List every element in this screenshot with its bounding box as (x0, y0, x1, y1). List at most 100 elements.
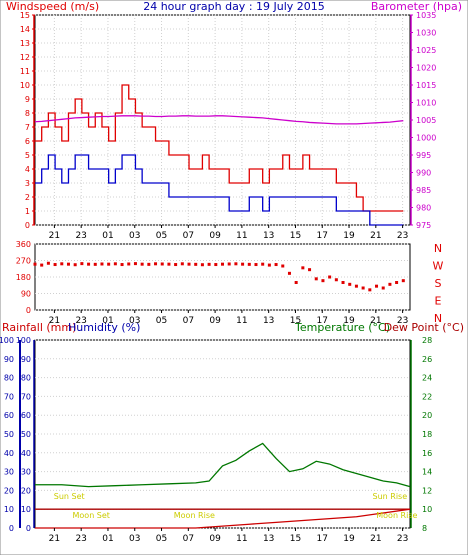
direction-point (154, 262, 158, 266)
direction-point (401, 279, 405, 283)
y-tick-label: 7 (25, 123, 30, 132)
x-tick-label: 05 (156, 231, 167, 241)
x-tick-label: 11 (236, 534, 247, 544)
direction-point (388, 282, 392, 286)
y2-tick-label: 990 (416, 169, 431, 178)
panel-windspeed: 0123456789101112131415975980985990995100… (20, 11, 437, 241)
humidity-tick-label: 80 (21, 374, 31, 383)
x-tick-label: 03 (129, 534, 140, 544)
y-tick-label: 5 (25, 151, 30, 160)
direction-point (214, 263, 218, 267)
direction-point (308, 268, 312, 272)
humidity-tick-label: 20 (21, 486, 31, 495)
rainfall-tick-label: 90 (4, 355, 14, 364)
direction-point (80, 262, 84, 266)
x-tick-label: 15 (290, 534, 301, 544)
direction-point (247, 262, 251, 266)
direction-point (174, 263, 178, 267)
direction-point (167, 262, 171, 266)
compass-label: W (433, 260, 444, 273)
direction-point (221, 262, 224, 266)
direction-point (267, 263, 271, 267)
y2-tick-label: 1035 (416, 11, 436, 20)
direction-point (328, 275, 332, 279)
direction-point (180, 262, 184, 266)
y-tick-label: 360 (16, 240, 31, 249)
direction-point (361, 286, 365, 290)
compass-label: S (435, 277, 442, 290)
rainfall-tick-label: 0 (9, 524, 14, 533)
direction-point (234, 262, 238, 266)
x-tick-label: 23 (397, 534, 408, 544)
series-line-0 (35, 84, 404, 212)
rainfall-tick-label: 40 (4, 449, 14, 458)
x-tick-label: 21 (370, 534, 381, 544)
y-tick-label: 8 (25, 109, 30, 118)
x-tick-label: 07 (183, 316, 194, 326)
humidity-tick-label: 60 (21, 411, 31, 420)
direction-point (274, 263, 278, 267)
y-tick-label: 15 (20, 11, 30, 20)
y-tick-label: 12 (20, 53, 30, 62)
direction-point (147, 262, 151, 266)
direction-point (354, 284, 358, 288)
temperature-tick-label: 20 (422, 411, 432, 420)
y2-tick-label: 975 (416, 221, 431, 230)
direction-point (375, 284, 379, 288)
x-tick-label: 07 (183, 231, 194, 241)
x-tick-label: 03 (129, 316, 140, 326)
x-tick-label: 23 (75, 316, 86, 326)
humidity-tick-label: 70 (21, 392, 31, 401)
x-tick-label: 13 (263, 231, 274, 241)
x-tick-label: 09 (209, 231, 221, 241)
y2-tick-label: 1000 (416, 134, 436, 143)
direction-point (53, 263, 57, 267)
x-tick-label: 17 (317, 231, 328, 241)
rainfall-tick-label: 70 (4, 392, 14, 401)
y-tick-label: 4 (25, 165, 30, 174)
temperature-axis-label: Temperature (°C) (294, 321, 390, 334)
rainfall-tick-label: 50 (4, 430, 14, 439)
x-tick-label: 05 (156, 316, 167, 326)
direction-point (301, 266, 305, 270)
annotation-label: Sun Set (54, 492, 85, 501)
y2-tick-label: 1015 (416, 81, 436, 90)
direction-point (194, 262, 198, 266)
direction-point (93, 262, 97, 266)
direction-point (321, 279, 325, 283)
x-tick-label: 15 (290, 316, 301, 326)
rainfall-tick-label: 30 (4, 468, 14, 477)
panel-3-labels: Rainfall (mm) Humidity (%) Temperature (… (2, 321, 464, 334)
direction-point (66, 262, 70, 266)
direction-point (127, 262, 131, 266)
rainfall-axis-label: Rainfall (mm) (2, 321, 76, 334)
x-tick-label: 07 (183, 534, 194, 544)
y-tick-label: 9 (25, 95, 30, 104)
x-tick-label: 23 (397, 316, 408, 326)
humidity-tick-label: 50 (21, 430, 31, 439)
barometer-axis-label: Barometer (hpa) (371, 0, 462, 13)
direction-point (33, 262, 37, 266)
direction-point (133, 262, 137, 266)
y2-tick-label: 1030 (416, 29, 436, 38)
temperature-tick-label: 8 (422, 524, 427, 533)
compass-label: N (434, 312, 442, 325)
humidity-tick-label: 30 (21, 468, 31, 477)
y-tick-label: 270 (16, 257, 31, 266)
direction-point (348, 282, 352, 286)
x-tick-label: 01 (102, 534, 113, 544)
series-line-2 (34, 115, 404, 125)
y2-tick-label: 1020 (416, 64, 436, 73)
y2-tick-label: 985 (416, 186, 431, 195)
series-line-0 (35, 442, 411, 488)
annotation-label: Moon Set (73, 511, 110, 520)
y2-tick-label: 1010 (416, 99, 436, 108)
humidity-tick-label: 100 (16, 336, 31, 345)
x-tick-label: 01 (102, 231, 113, 241)
direction-point (40, 263, 44, 267)
annotation-label: Moon Rise (376, 511, 417, 520)
direction-point (120, 263, 124, 267)
direction-point (187, 262, 191, 266)
humidity-tick-label: 0 (26, 524, 31, 533)
